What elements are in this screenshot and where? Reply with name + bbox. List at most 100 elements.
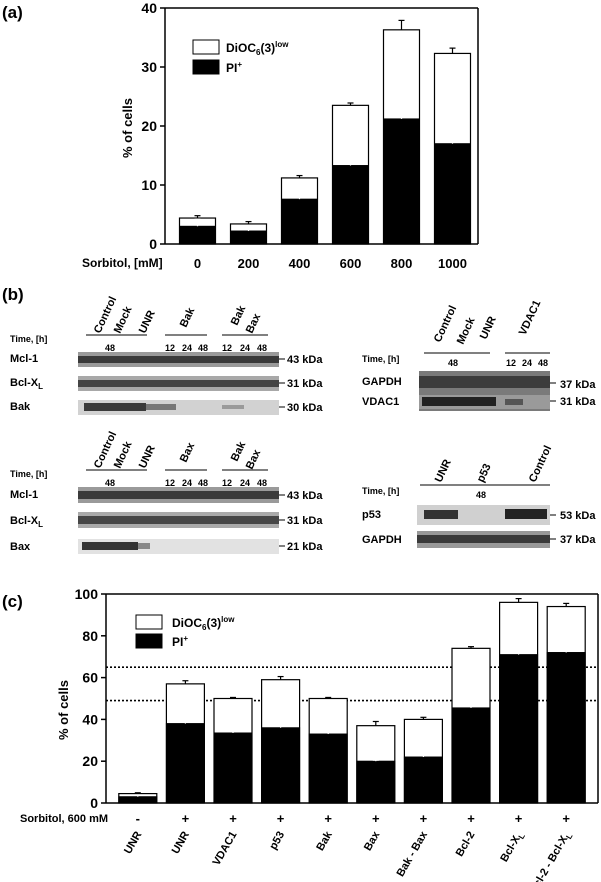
svg-text:PI+: PI+	[226, 60, 242, 75]
time-label: Time, [h]	[10, 469, 47, 479]
legend-c-open-swatch	[135, 614, 163, 630]
svg-text:12: 12	[222, 343, 232, 353]
row-label: Bcl-XL	[10, 377, 43, 391]
lane-label: Mock	[112, 439, 135, 470]
svg-text:48: 48	[538, 358, 548, 368]
category-label: p53	[267, 830, 287, 852]
blot-image	[78, 487, 279, 554]
bar-pi	[356, 760, 396, 804]
legend-c-filled-label: PI	[172, 635, 183, 649]
kda-label: 53 kDa	[560, 510, 596, 522]
svg-text:48: 48	[105, 478, 115, 488]
blot-image	[419, 371, 550, 411]
category-label: Bcl-2 - Bcl-XL	[528, 829, 575, 882]
chart-c: 0 20 40 60 80 100 - UNR + UNR + VDAC1 + p53 + Bak + Bax + B…	[75, 586, 599, 882]
svg-text:48: 48	[198, 478, 208, 488]
bar-pi	[308, 733, 348, 804]
category-label: Bak - Bax	[395, 829, 431, 879]
lane-label: Control	[432, 304, 459, 345]
row-label: VDAC1	[362, 396, 399, 408]
svg-text:48: 48	[476, 490, 486, 500]
lane-group-label: Bax	[244, 447, 264, 471]
bar-pi	[230, 230, 267, 245]
blot-bax: Control Mock UNR Bax Bak Bax Time, [h] 4…	[10, 430, 323, 554]
legend-c-open-label: DiOC	[172, 616, 202, 630]
lane-group-label: Bak	[229, 303, 249, 327]
sign-label: +	[467, 811, 475, 826]
legend-c: DiOC6(3)low PI+	[135, 614, 235, 649]
row-label: Bax	[10, 541, 31, 553]
sign-label: +	[372, 811, 380, 826]
category-label: Bak	[314, 829, 335, 853]
time-label: Time, [h]	[10, 334, 47, 344]
svg-text:48: 48	[257, 478, 267, 488]
sign-label: +	[515, 811, 523, 826]
lane-label: UNR	[433, 458, 454, 485]
bar-pi	[165, 723, 205, 804]
legend-c-filled-swatch	[135, 633, 163, 649]
sign-label: +	[277, 811, 285, 826]
blot-image	[78, 352, 279, 415]
y-tick-label: 80	[82, 628, 98, 644]
blot-vdac1: Control Mock UNR VDAC1 Time, [h] 48 12 2…	[362, 298, 596, 411]
svg-text:12: 12	[165, 478, 175, 488]
legend-a-open-swatch	[192, 39, 220, 55]
blot-image	[417, 505, 550, 548]
lane-group-label: Bax	[178, 440, 198, 464]
sign-label: +	[229, 811, 237, 826]
kda-label: 21 kDa	[287, 541, 323, 553]
svg-text:24: 24	[522, 358, 532, 368]
row-label: GAPDH	[362, 534, 402, 546]
x-tick-label: 400	[289, 256, 311, 271]
panel-a-label: (a)	[2, 3, 23, 22]
svg-text:24: 24	[240, 478, 250, 488]
lane-label: UNR	[137, 309, 158, 336]
y-tick-label: 40	[141, 0, 157, 16]
lane-group-label: Bak	[229, 439, 249, 463]
y-tick-label: 20	[141, 118, 157, 134]
sign-label: +	[420, 811, 428, 826]
category-label: UNR	[170, 829, 192, 856]
bar-pi	[281, 198, 318, 245]
time-label: Time, [h]	[362, 354, 399, 364]
panel-a-ylabel: % of cells	[120, 98, 135, 158]
legend-a-open-label: DiOC	[226, 41, 256, 55]
x-tick-label: 0	[194, 256, 201, 271]
svg-text:DiOC6(3)low: DiOC6(3)low	[226, 40, 289, 57]
bar-pi	[499, 654, 539, 804]
y-tick-label: 0	[149, 236, 157, 252]
lane-label: Mock	[112, 304, 135, 335]
x-tick-label: 1000	[438, 256, 467, 271]
bar-pi	[332, 165, 369, 245]
row-label: Bcl-XL	[10, 515, 43, 529]
kda-label: 37 kDa	[560, 534, 596, 546]
kda-label: 37 kDa	[560, 379, 596, 391]
y-tick-label: 60	[82, 670, 98, 686]
lane-label: UNR	[478, 315, 499, 342]
bar-pi	[213, 732, 253, 804]
x-tick-label: 200	[238, 256, 260, 271]
kda-label: 30 kDa	[287, 402, 323, 414]
panel-c-ylabel: % of cells	[56, 680, 71, 740]
lane-label: Mock	[455, 315, 478, 346]
kda-label: 31 kDa	[287, 515, 323, 527]
legend-a-filled-label: PI	[226, 61, 237, 75]
x-tick-label: 800	[391, 256, 413, 271]
svg-text:48: 48	[257, 343, 267, 353]
svg-text:24: 24	[182, 478, 192, 488]
lane-label: UNR	[137, 444, 158, 471]
lane-group-label: Bax	[244, 311, 264, 335]
y-tick-label: 20	[82, 753, 98, 769]
bar-pi	[451, 707, 491, 804]
y-tick-label: 10	[141, 177, 157, 193]
sign-label: +	[562, 811, 570, 826]
bar-pi	[179, 225, 216, 245]
y-tick-label: 40	[82, 711, 98, 727]
bar-pi	[434, 143, 471, 245]
svg-text:24: 24	[240, 343, 250, 353]
panel-c-sorbitol-label: Sorbitol, 600 mM	[20, 813, 108, 825]
svg-text:12: 12	[506, 358, 516, 368]
category-label: UNR	[122, 829, 144, 856]
